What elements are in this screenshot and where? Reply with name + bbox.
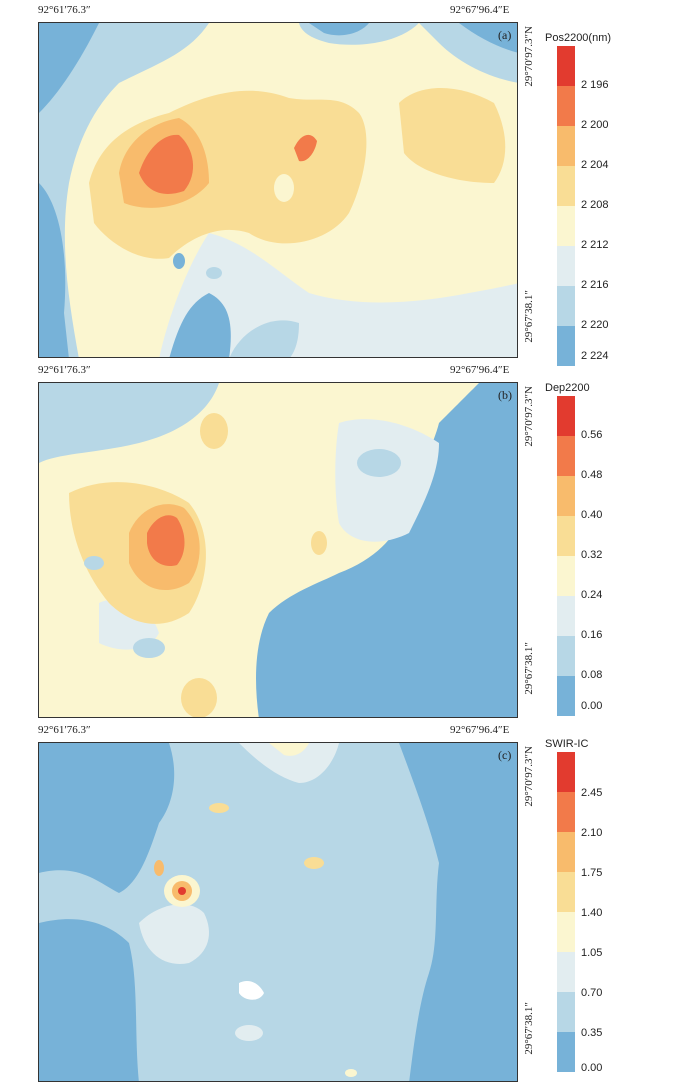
legend-label: 1.05 — [581, 947, 603, 959]
legend-swatch — [557, 676, 575, 716]
legend-label: 0.08 — [581, 669, 603, 681]
legend-swatch — [557, 752, 575, 792]
legend-swatch — [557, 86, 575, 126]
legend-label: 2 196 — [581, 79, 609, 91]
legend-label: 0.00 — [581, 700, 603, 712]
coord-right-top: 29°70′97.3″N — [523, 26, 535, 87]
legend-swatch — [557, 792, 575, 832]
legend-colorbar — [557, 396, 575, 716]
legend-label: 2 224 — [581, 350, 609, 362]
legend-label: 2 212 — [581, 239, 609, 251]
coord-top-right: 92°67′96.4″E — [450, 724, 510, 736]
coord-right-bottom: 29°67′38.1″ — [523, 1002, 535, 1055]
coord-top-right: 92°67′96.4″E — [450, 4, 510, 16]
panel-label: (a) — [498, 28, 512, 42]
coord-top-left: 92°61′76.3″ — [38, 364, 91, 376]
map-swir-ic — [38, 742, 518, 1082]
legend-swatch — [557, 206, 575, 246]
legend-label: 0.48 — [581, 469, 603, 481]
coord-right-top: 29°70′97.3″N — [523, 746, 535, 807]
legend-label: 2 216 — [581, 279, 609, 291]
legend-swatch — [557, 286, 575, 326]
legend-swatch — [557, 166, 575, 206]
legend-swatch — [557, 436, 575, 476]
legend-label: 0.35 — [581, 1027, 603, 1039]
legend-label: 2 208 — [581, 199, 609, 211]
legend-swatch — [557, 126, 575, 166]
legend-swatch — [557, 872, 575, 912]
map-pos2200 — [38, 22, 518, 358]
legend-swatch — [557, 596, 575, 636]
legend-colorbar — [557, 46, 575, 366]
legend-title: SWIR-IC — [545, 738, 589, 750]
legend-swatch — [557, 326, 575, 366]
coord-right-bottom: 29°67′38.1″ — [523, 642, 535, 695]
panel-b: 92°61′76.3″ 92°67′96.4″E (b) 29°70′97.3″… — [0, 360, 690, 720]
legend-colorbar — [557, 752, 575, 1072]
coord-top-left: 92°61′76.3″ — [38, 724, 91, 736]
legend-label: 0.24 — [581, 589, 603, 601]
legend-label: 0.32 — [581, 549, 603, 561]
coord-top-left: 92°61′76.3″ — [38, 4, 91, 16]
legend-swatch — [557, 992, 575, 1032]
panel-label: (b) — [498, 388, 512, 402]
legend-label: 0.00 — [581, 1062, 603, 1074]
legend-label: 2 220 — [581, 319, 609, 331]
legend-label: 2 204 — [581, 159, 609, 171]
legend-label: 0.16 — [581, 629, 603, 641]
legend-swatch — [557, 476, 575, 516]
legend-swatch — [557, 832, 575, 872]
legend-label: 0.40 — [581, 509, 603, 521]
coord-top-right: 92°67′96.4″E — [450, 364, 510, 376]
legend-swatch — [557, 396, 575, 436]
legend-title: Pos2200(nm) — [545, 32, 612, 44]
coord-right-bottom: 29°67′38.1″ — [523, 290, 535, 343]
legend-label: 2.10 — [581, 827, 603, 839]
legend-swatch — [557, 556, 575, 596]
legend-swatch — [557, 952, 575, 992]
panel-a: 92°61′76.3″ 92°67′96.4″E ( — [0, 0, 690, 366]
map-dep2200 — [38, 382, 518, 718]
legend-swatch — [557, 246, 575, 286]
legend-swatch — [557, 636, 575, 676]
legend-swatch — [557, 46, 575, 86]
legend-swatch — [557, 1032, 575, 1072]
legend-swatch — [557, 516, 575, 556]
legend-label: 1.40 — [581, 907, 603, 919]
legend-label: 2.45 — [581, 787, 603, 799]
panel-label: (c) — [498, 748, 512, 762]
legend-swatch — [557, 912, 575, 952]
legend-label: 1.75 — [581, 867, 603, 879]
legend-title: Dep2200 — [545, 382, 590, 394]
legend-label: 0.56 — [581, 429, 603, 441]
coord-right-top: 29°70′97.3″N — [523, 386, 535, 447]
panel-c: 92°61′76.3″ 92°67′96.4″E (c) 29°70′97.3″… — [0, 720, 690, 1082]
legend-label: 0.70 — [581, 987, 603, 999]
legend-label: 2 200 — [581, 119, 609, 131]
